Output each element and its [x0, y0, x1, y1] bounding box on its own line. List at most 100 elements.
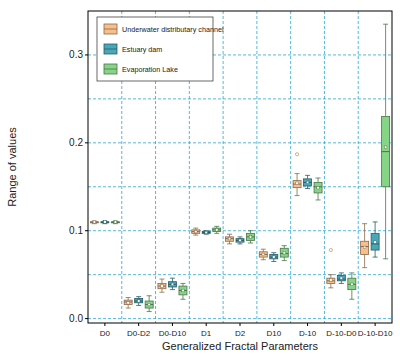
- whisker-upper: [94, 221, 95, 223]
- legend-swatch-median: [104, 49, 117, 50]
- category-divider: [358, 11, 359, 323]
- box: [90, 221, 98, 223]
- whisker-cap: [126, 308, 131, 309]
- median: [111, 221, 119, 222]
- whisker-cap: [126, 297, 131, 298]
- outlier: [329, 248, 332, 251]
- minor-grid-line: [88, 98, 392, 99]
- median: [247, 236, 255, 237]
- grid-line: [88, 318, 392, 319]
- whisker-cap: [238, 236, 243, 237]
- mean: [93, 221, 96, 224]
- mean: [127, 301, 130, 304]
- median: [226, 238, 234, 239]
- whisker-cap: [261, 249, 266, 250]
- x-tick-label: D-10: [299, 329, 317, 338]
- x-tick-label: D0-D2: [127, 329, 151, 338]
- whisker-cap: [159, 279, 164, 280]
- x-tick: [172, 323, 173, 326]
- grid: [88, 11, 392, 323]
- box: [111, 221, 119, 223]
- mean: [171, 283, 174, 286]
- legend-swatch: [104, 64, 117, 74]
- whisker-cap: [362, 223, 367, 224]
- y-tick: [85, 318, 88, 319]
- whisker-lower: [161, 289, 162, 293]
- mean: [262, 253, 265, 256]
- median: [101, 221, 109, 222]
- box: [382, 116, 390, 186]
- whisker-cap: [373, 221, 378, 222]
- box: [145, 301, 153, 308]
- whisker-cap: [271, 261, 276, 262]
- median: [158, 286, 166, 287]
- whisker-upper: [115, 221, 116, 223]
- whisker-cap: [147, 295, 152, 296]
- x-tick: [104, 323, 105, 326]
- category-divider: [324, 11, 325, 323]
- whisker-cap: [214, 226, 219, 227]
- mean: [161, 285, 164, 288]
- box: [158, 283, 166, 288]
- whisker-lower: [385, 187, 386, 259]
- mean: [239, 239, 242, 242]
- whisker-cap: [170, 289, 175, 290]
- whisker-lower: [364, 254, 365, 267]
- whisker-lower: [351, 290, 352, 300]
- whisker-cap: [180, 299, 185, 300]
- category-divider: [256, 11, 257, 323]
- box: [168, 282, 176, 287]
- median: [236, 240, 244, 241]
- median: [135, 301, 143, 302]
- series-2: [111, 24, 389, 311]
- x-tick-label: D2: [235, 329, 246, 338]
- legend-label: Underwater distributary channel: [122, 25, 224, 34]
- whisker-cap: [136, 296, 141, 297]
- whisker-upper: [307, 175, 308, 179]
- whisker-cap: [227, 243, 232, 244]
- mean: [215, 229, 218, 232]
- x-tick-label: D0-D10: [159, 329, 187, 338]
- x-tick: [240, 323, 241, 326]
- x-tick: [138, 323, 139, 326]
- whisker-upper: [318, 178, 319, 182]
- median: [179, 290, 187, 291]
- median: [192, 231, 200, 232]
- mean: [296, 182, 299, 185]
- box: [348, 278, 356, 289]
- mean: [104, 221, 107, 224]
- whisker-cap: [305, 175, 310, 176]
- box: [304, 179, 312, 186]
- whisker-upper: [172, 278, 173, 282]
- box: [361, 241, 369, 254]
- box: [247, 233, 255, 240]
- median: [304, 182, 312, 183]
- grid-line: [88, 230, 392, 231]
- x-tick-label: D1: [201, 329, 212, 338]
- whisker-cap: [295, 195, 300, 196]
- legend-swatch-median: [104, 29, 117, 30]
- x-tick: [273, 323, 274, 326]
- median: [213, 229, 221, 230]
- whisker-cap: [248, 230, 253, 231]
- mean: [182, 289, 185, 292]
- y-tick: [85, 230, 88, 231]
- whisker-cap: [349, 299, 354, 300]
- whisker-cap: [349, 272, 354, 273]
- mean: [137, 300, 140, 303]
- whisker-upper: [149, 296, 150, 301]
- whisker-cap: [227, 234, 232, 235]
- median: [90, 221, 98, 222]
- box: [101, 221, 109, 223]
- whisker-cap: [248, 243, 253, 244]
- box: [192, 230, 200, 234]
- median: [168, 284, 176, 285]
- mean: [330, 279, 333, 282]
- median: [382, 151, 390, 152]
- legend-swatch: [104, 24, 117, 34]
- category-divider: [290, 11, 291, 323]
- box: [124, 300, 132, 304]
- box: [135, 298, 143, 302]
- median: [348, 284, 356, 285]
- legend: Underwater distributary channelEstuary d…: [97, 17, 224, 81]
